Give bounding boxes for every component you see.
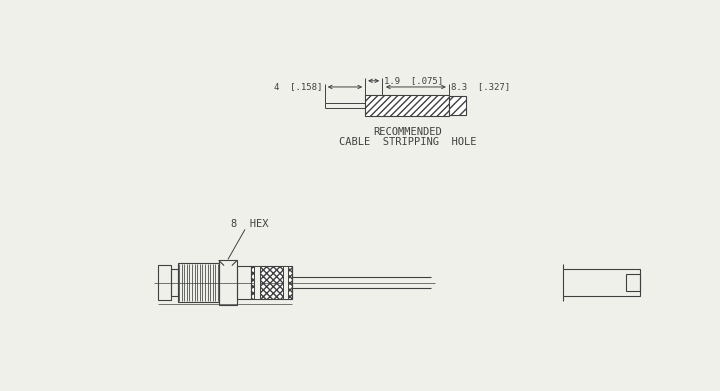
Text: CABLE  STRIPPING  HOLE: CABLE STRIPPING HOLE	[339, 137, 477, 147]
Bar	[449, 96, 466, 115]
Bar	[563, 269, 640, 296]
Bar	[254, 265, 260, 300]
Bar	[283, 265, 289, 300]
Bar	[251, 265, 292, 300]
Bar	[171, 269, 179, 296]
Text: 8.3  [.327]: 8.3 [.327]	[451, 83, 510, 91]
Text: 4  [.158]: 4 [.158]	[274, 83, 323, 91]
Text: 1.9  [.075]: 1.9 [.075]	[384, 76, 444, 85]
Bar	[238, 265, 251, 300]
Bar	[449, 96, 466, 115]
Bar	[179, 263, 219, 302]
Bar	[158, 265, 171, 300]
Bar	[365, 95, 449, 116]
Text: 8  HEX: 8 HEX	[231, 219, 269, 230]
Bar	[626, 274, 640, 291]
Bar	[251, 265, 292, 300]
Text: RECOMMENDED: RECOMMENDED	[374, 127, 442, 137]
Bar	[219, 260, 238, 305]
Bar	[365, 95, 449, 116]
